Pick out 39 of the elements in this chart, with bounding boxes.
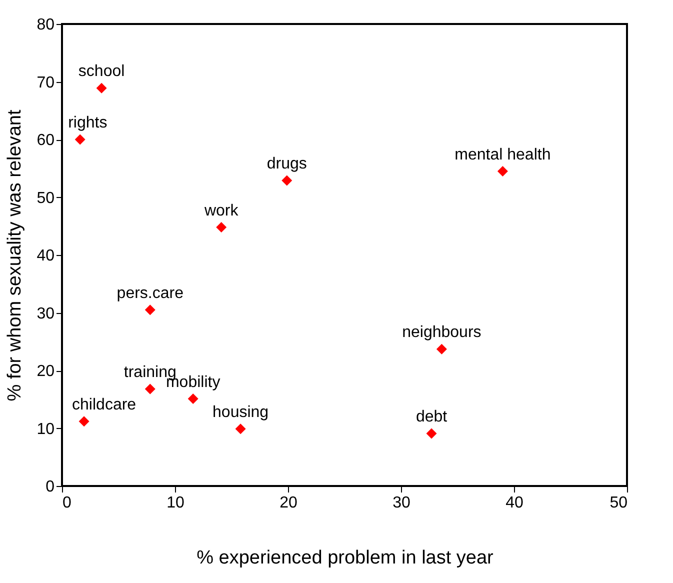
point xyxy=(144,304,156,316)
data-label: childcare xyxy=(72,396,136,414)
data-label: rights xyxy=(68,114,108,132)
point xyxy=(144,384,156,394)
x-axis-title: % experienced problem in last year xyxy=(196,548,494,568)
y-tick-label: 0 xyxy=(46,478,55,496)
point xyxy=(78,416,90,427)
point xyxy=(235,424,246,434)
y-tick-label: 40 xyxy=(36,248,55,264)
y-tick-label: 10 xyxy=(36,420,55,438)
y-tick-label: 60 xyxy=(36,132,55,149)
point xyxy=(497,166,508,177)
data-label: debt xyxy=(416,408,448,426)
data-label: work xyxy=(203,202,240,220)
point xyxy=(74,134,86,145)
point xyxy=(426,428,437,439)
point xyxy=(436,344,447,354)
data-label: pers.care xyxy=(116,284,184,302)
y-tick-label: 70 xyxy=(36,74,55,92)
data-label: housing xyxy=(212,404,269,421)
point xyxy=(96,82,107,94)
data-label: mental health xyxy=(454,146,551,164)
x-tick-label: 40 xyxy=(506,494,524,512)
x-tick-label: 30 xyxy=(392,494,410,512)
data-label: school xyxy=(78,63,125,80)
x-tick-label: 50 xyxy=(610,494,628,512)
y-tick-label: 20 xyxy=(36,363,55,380)
data-label: neighbours xyxy=(402,324,482,342)
x-tick-label: 0 xyxy=(62,494,72,512)
y-axis-title: % for whom sexuality was relevant xyxy=(4,109,26,402)
x-tick-label: 20 xyxy=(280,494,298,512)
point xyxy=(188,394,198,404)
y-tick-label: 30 xyxy=(36,305,55,322)
x-tick-label: 10 xyxy=(166,494,184,512)
point xyxy=(216,222,227,233)
y-tick-label: 50 xyxy=(36,190,55,207)
y-tick-label: 80 xyxy=(36,16,55,34)
point xyxy=(282,175,292,186)
data-label: drugs xyxy=(266,156,307,173)
